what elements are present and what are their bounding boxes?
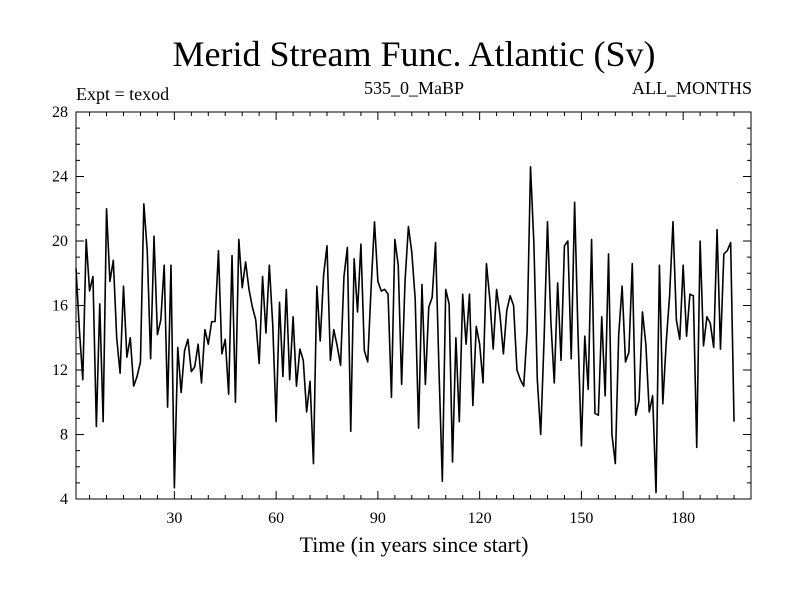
y-tick-label: 24 — [52, 169, 68, 186]
plot-frame — [75, 111, 752, 500]
y-tick-label: 20 — [52, 233, 68, 250]
x-tick-label: 120 — [468, 510, 492, 527]
x-tick-label: 60 — [268, 510, 284, 527]
x-tick-label: 30 — [166, 510, 182, 527]
x-axis-ticks — [89, 112, 735, 499]
x-tick-label: 150 — [569, 510, 593, 527]
y-axis-ticks — [76, 127, 751, 484]
y-axis-tick-labels: 4 8 12 16 20 24 28 — [52, 104, 68, 508]
y-tick-label: 28 — [52, 104, 68, 121]
chart-title: Merid Stream Func. Atlantic (Sv) — [173, 34, 656, 74]
x-tick-label: 180 — [671, 510, 695, 527]
x-axis-label: Time (in years since start) — [300, 532, 529, 557]
y-tick-label: 12 — [52, 362, 68, 379]
series-line — [75, 166, 735, 494]
x-axis-tick-labels: 30 60 90 120 150 180 — [166, 510, 695, 527]
chart-subtitle-right: ALL_MONTHS — [632, 78, 752, 98]
y-tick-label: 16 — [52, 298, 68, 315]
x-tick-label: 90 — [370, 510, 386, 527]
y-tick-label: 8 — [60, 427, 68, 444]
chart-subtitle-center: 535_0_MaBP — [364, 78, 464, 98]
y-tick-label: 4 — [60, 491, 68, 508]
series-layer — [75, 166, 735, 494]
chart-subtitle-left: Expt = texod — [76, 84, 169, 104]
